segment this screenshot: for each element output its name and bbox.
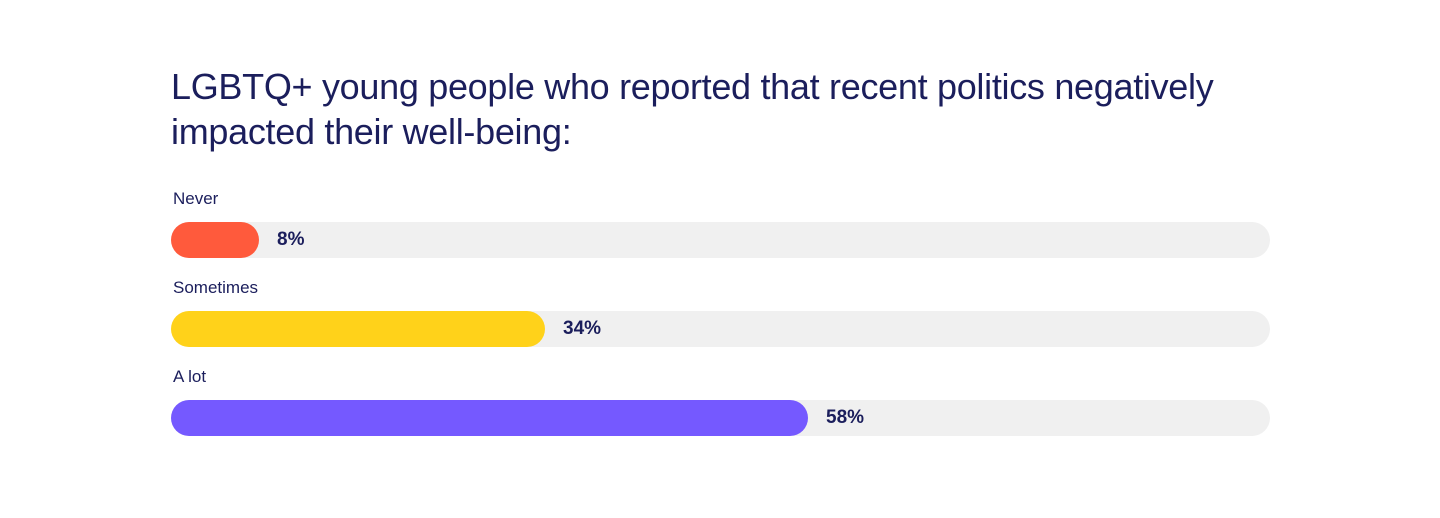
value-label: 8% <box>277 229 305 250</box>
bar-row-a-lot: A lot 58% <box>171 366 1270 455</box>
chart: LGBTQ+ young people who reported that re… <box>171 64 1270 436</box>
bar-track: 8% <box>171 222 1270 258</box>
bar <box>171 400 808 436</box>
bar-track: 34% <box>171 311 1270 347</box>
value-label: 58% <box>826 407 865 428</box>
category-label: Sometimes <box>173 278 259 297</box>
bar-track: 58% <box>171 400 1270 436</box>
category-label: Never <box>173 189 219 208</box>
bar <box>171 311 545 347</box>
bar-rows: Never 8% Sometimes 34% A lot 58% <box>171 188 1270 455</box>
value-label: 34% <box>563 318 602 339</box>
chart-title: LGBTQ+ young people who reported that re… <box>171 66 1214 152</box>
category-label: A lot <box>173 367 207 386</box>
bar-row-sometimes: Sometimes 34% <box>171 277 1270 366</box>
bar-row-never: Never 8% <box>171 188 1270 277</box>
bar <box>171 222 259 258</box>
